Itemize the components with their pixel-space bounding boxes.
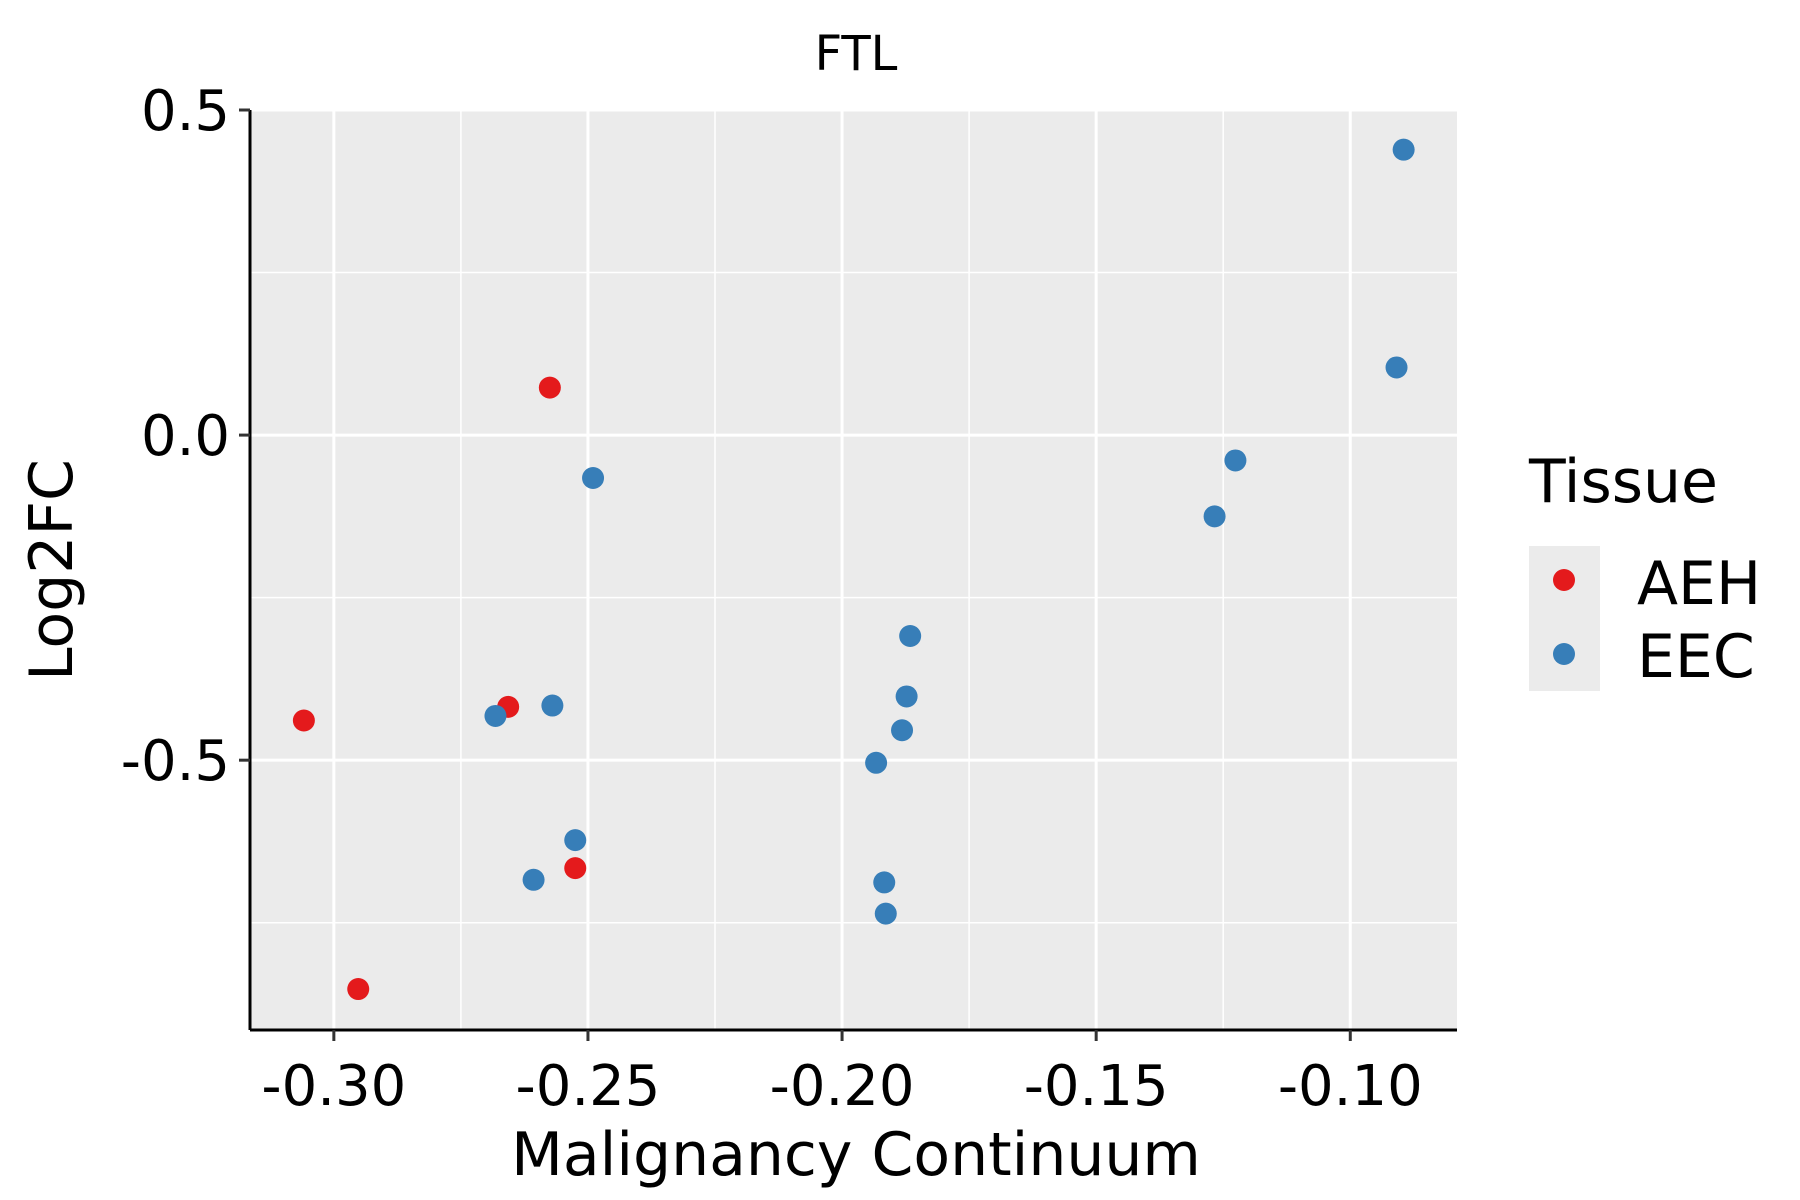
plot-panel (250, 110, 1457, 1030)
data-point-eec (891, 719, 914, 742)
data-point-eec (1392, 138, 1415, 161)
data-point-eec (895, 685, 918, 708)
grid (250, 108, 1457, 1030)
data-point-eec (522, 868, 545, 891)
data-point-eec (1224, 449, 1247, 472)
chart-title: FTL (815, 26, 898, 82)
data-point-eec (899, 624, 922, 647)
data-point-aeh (292, 709, 315, 732)
y-tick-label: -0.5 (121, 729, 230, 794)
data-point-eec (1385, 356, 1408, 379)
legend-label-aeh: AEH (1637, 549, 1761, 619)
legend-title: Tissue (1528, 447, 1718, 517)
data-point-eec (874, 902, 897, 925)
legend-label-eec: EEC (1637, 622, 1755, 692)
y-tick-label: 0.5 (141, 79, 230, 144)
data-point-aeh (564, 857, 587, 880)
data-point-eec (865, 751, 888, 774)
data-point-eec (873, 871, 896, 894)
legend-key-bg (1529, 546, 1600, 691)
legend-key-eec (1553, 643, 1575, 665)
y-axis-title: Log2FC (17, 459, 87, 681)
ticks: -0.30 -0.25 -0.20 -0.15 -0.10 0.5 0.0 -0.5 (121, 79, 1423, 1119)
legend: Tissue AEH EEC (1528, 447, 1761, 692)
x-tick-label: -0.10 (1278, 1054, 1423, 1119)
x-tick-label: -0.15 (1024, 1054, 1169, 1119)
data-point-aeh (347, 978, 370, 1001)
data-point-aeh (538, 376, 561, 399)
data-point-eec (484, 704, 507, 727)
x-axis-title: Malignancy Continuum (511, 1120, 1201, 1190)
x-tick-label: -0.30 (261, 1054, 406, 1119)
legend-key-aeh (1553, 569, 1575, 591)
x-tick-label: -0.25 (516, 1054, 661, 1119)
data-point-eec (541, 694, 564, 717)
data-point-eec (1203, 505, 1226, 528)
points (292, 138, 1415, 1001)
data-point-eec (564, 829, 587, 852)
data-point-eec (582, 467, 605, 489)
y-tick-label: 0.0 (141, 404, 230, 469)
x-tick-label: -0.20 (770, 1054, 915, 1119)
